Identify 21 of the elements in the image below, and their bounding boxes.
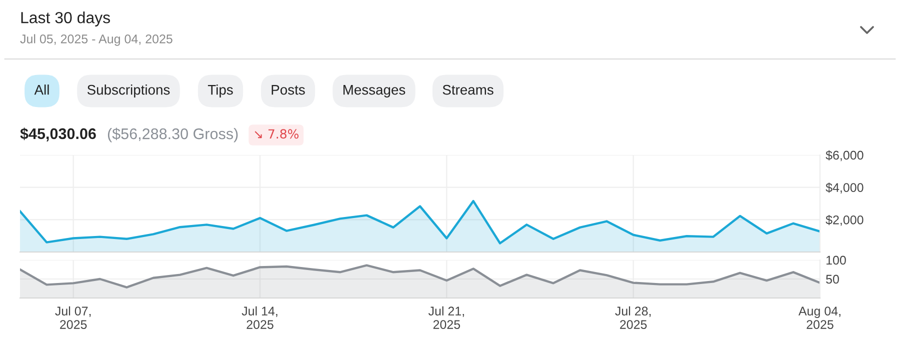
- text: ↘ 7.8%: [254, 129, 299, 139]
- text: Streams: [442, 84, 494, 95]
- chart-title: Last 30 days: [21, 12, 110, 26]
- y-tick-label: $2,000: [826, 214, 864, 226]
- x-tick-label: Jul 28, 2025: [615, 306, 651, 329]
- text: Tips: [208, 84, 233, 98]
- text: ($56,288.30 Gross): [108, 128, 238, 142]
- text: All: [34, 84, 49, 95]
- y-tick-label: $4,000: [826, 182, 864, 194]
- text: $45,030.06: [20, 128, 96, 142]
- text: Messages: [343, 85, 406, 98]
- y-tick-label: 50: [826, 274, 839, 284]
- y-tick-label: 100: [826, 256, 846, 265]
- text: Posts: [272, 85, 305, 95]
- x-tick-label: Aug 04, 2025: [798, 306, 840, 329]
- x-tick-label: Jul 14, 2025: [242, 306, 278, 329]
- x-tick-label: Jul 07, 2025: [55, 306, 91, 329]
- x-tick-label: Jul 21, 2025: [428, 306, 464, 329]
- y-tick-label: $6,000: [826, 150, 864, 162]
- text: Subscriptions: [87, 84, 170, 98]
- chart-subtitle: Jul 05, 2025 - Aug 04, 2025: [20, 34, 172, 46]
